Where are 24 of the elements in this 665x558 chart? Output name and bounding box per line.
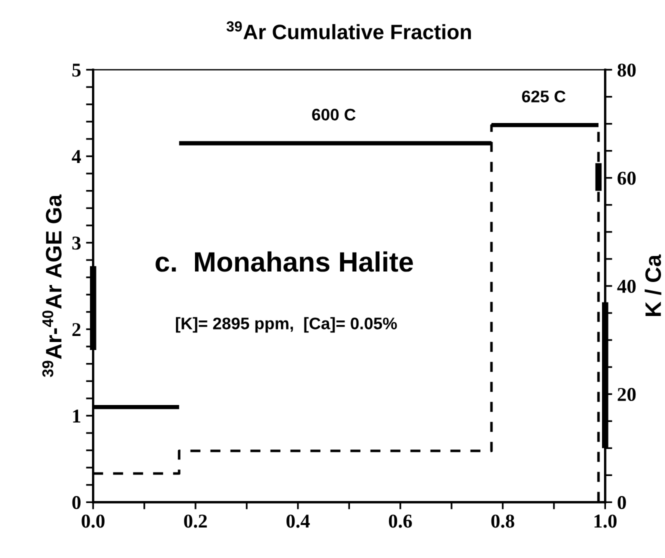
y-tick-label: 5: [72, 64, 81, 77]
y-tick-label: 4: [72, 150, 81, 163]
y-axis-title: $^{39}$Ar-$^{40}$Ar AGE Ga: [42, 194, 62, 378]
annotation: [K]= 2895 ppm, [Ca]= 0.05%: [176, 317, 397, 333]
y-tick-label: 3: [72, 236, 81, 250]
x-tick-label: 1.0: [594, 514, 617, 528]
y2-tick-label: 60: [618, 172, 636, 185]
chart-title: $^{39}$Ar Cumulative Fraction: [226, 21, 471, 40]
annotation: 600 C: [312, 108, 356, 121]
x-tick-label: 0.4: [286, 514, 310, 528]
y2-tick-label: 0: [618, 496, 626, 510]
y2-tick-label: 80: [618, 64, 636, 77]
x-tick-label: 0.8: [491, 514, 514, 528]
y-tick-label: 1: [73, 410, 80, 422]
x-tick-label: 0.2: [184, 514, 207, 528]
annotation: c. Monahans Halite: [156, 251, 413, 272]
x-tick-label: 0.0: [82, 514, 105, 528]
y-tick-label: 2: [72, 323, 80, 336]
y2-tick-label: 40: [617, 280, 636, 293]
annotation: 625 C: [522, 90, 566, 102]
y2-tick-label: 20: [618, 388, 636, 402]
y-tick-label: 0: [72, 496, 81, 510]
y2-axis-title: K / Ca: [644, 254, 662, 316]
x-tick-label: 0.6: [388, 514, 412, 528]
